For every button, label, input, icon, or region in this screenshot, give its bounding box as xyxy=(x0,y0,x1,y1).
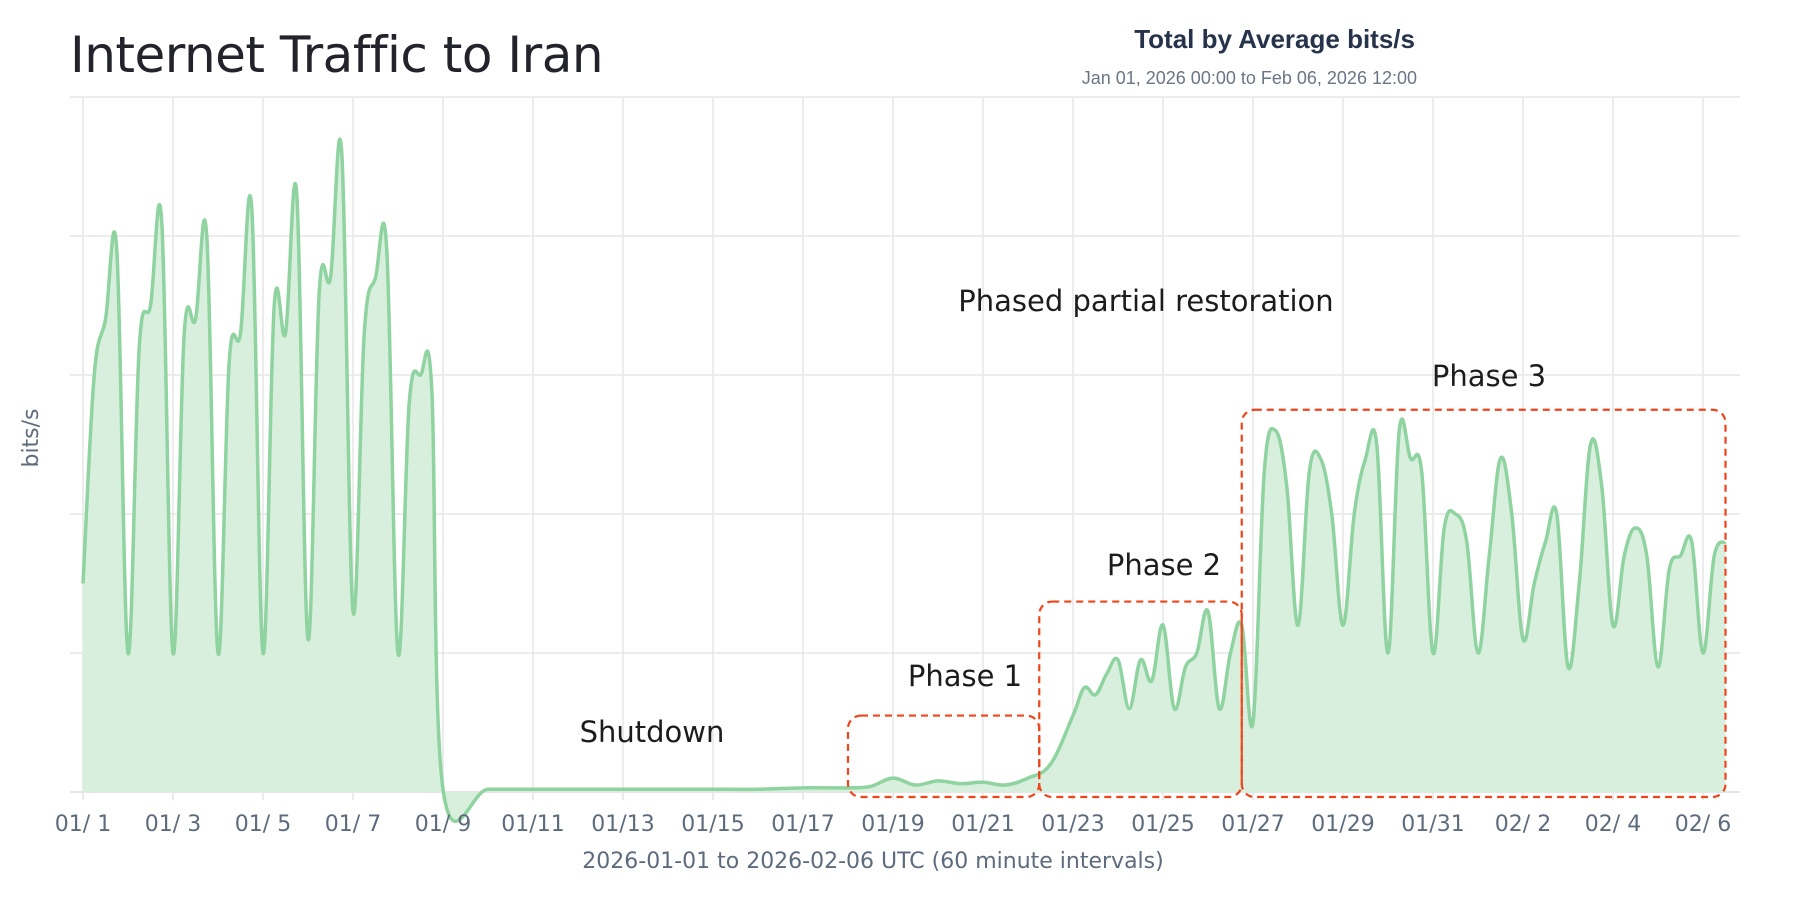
annotation-label: Phase 3 xyxy=(1432,359,1546,393)
date-range: Jan 01, 2026 00:00 to Feb 06, 2026 12:00 xyxy=(1081,68,1417,88)
x-tick-label: 01/19 xyxy=(861,812,924,837)
annotation-label: Shutdown xyxy=(580,715,725,749)
x-tick-label: 01/ 9 xyxy=(415,812,471,837)
x-tick-label: 02/ 6 xyxy=(1675,812,1731,837)
y-axis-label: bits/s xyxy=(19,408,44,467)
phase-box xyxy=(1240,408,1727,799)
x-tick-label: 01/11 xyxy=(501,812,564,837)
x-tick-label: 02/ 4 xyxy=(1585,812,1641,837)
x-tick-labels: 01/ 1 01/ 3 01/ 5 01/ 7 01/ 9 01/11 01/13 01/15… xyxy=(55,812,1731,837)
annotation-label: Phase 2 xyxy=(1107,548,1221,582)
x-tick-label: 01/27 xyxy=(1221,812,1284,837)
x-tick-label: 01/23 xyxy=(1041,812,1104,837)
x-tick-label: 01/ 7 xyxy=(325,812,381,837)
x-axis-label: 2026-01-01 to 2026-02-06 UTC (60 minute … xyxy=(582,849,1163,874)
x-tick-label: 01/ 3 xyxy=(145,812,201,837)
x-tick-label: 01/29 xyxy=(1311,812,1374,837)
x-tick-label: 01/15 xyxy=(681,812,744,837)
chart-title: Internet Traffic to Iran xyxy=(70,26,604,84)
x-tick-label: 01/13 xyxy=(591,812,654,837)
x-tick-label: 01/ 5 xyxy=(235,812,291,837)
phase-boxes xyxy=(846,408,1727,799)
annotation-label: Phase 1 xyxy=(908,659,1022,693)
annotation-label: Phased partial restoration xyxy=(958,284,1333,318)
x-tick-label: 01/25 xyxy=(1131,812,1194,837)
phase-box xyxy=(846,714,1041,799)
x-tick-label: 01/17 xyxy=(771,812,834,837)
traffic-line xyxy=(81,137,1727,823)
x-tick-label: 01/ 1 xyxy=(55,812,111,837)
x-tick-label: 02/ 2 xyxy=(1495,812,1551,837)
summary-title: Total by Average bits/s xyxy=(1134,24,1415,54)
x-tick-label: 01/31 xyxy=(1401,812,1464,837)
annotations: Shutdown Phased partial restoration Phase … xyxy=(580,284,1547,749)
x-tick-label: 01/21 xyxy=(951,812,1014,837)
traffic-area xyxy=(83,139,1726,822)
